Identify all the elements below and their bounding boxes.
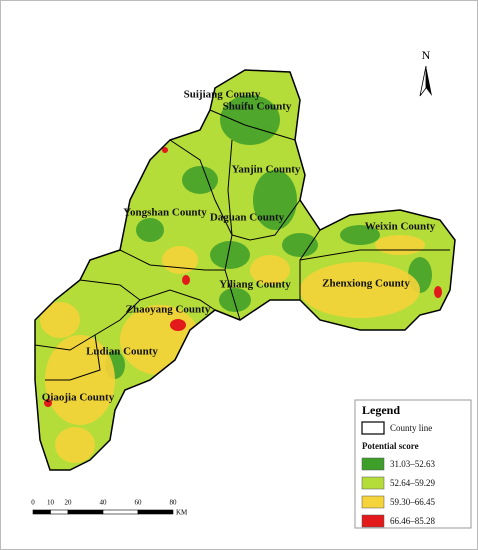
county-label: Yanjin County xyxy=(232,164,301,176)
scale-label: 80 xyxy=(170,499,178,507)
scale-unit: KM xyxy=(176,509,188,517)
legend-label: 59.30–66.45 xyxy=(390,497,436,507)
legend-label: 31.03–52.63 xyxy=(390,459,436,469)
legend-swatch xyxy=(361,495,385,509)
scale-label: 10 xyxy=(47,499,55,507)
scale-label: 60 xyxy=(135,499,143,507)
scale-segment xyxy=(32,509,51,515)
county-label: Zhenxiong County xyxy=(322,278,410,290)
legend-swatch xyxy=(361,457,385,471)
county-line-swatch xyxy=(361,421,385,435)
scale-segment xyxy=(102,509,139,515)
legend-label: 66.46–85.28 xyxy=(390,516,436,526)
scale-label: 0 xyxy=(31,499,35,507)
dark-patches xyxy=(105,95,432,379)
county-label: Qiaojia County xyxy=(42,392,115,404)
scale-segment xyxy=(50,509,69,515)
county-label: Suijiang County xyxy=(184,89,261,101)
county-label: Weixin County xyxy=(365,221,436,233)
county-label: Yiliang County xyxy=(219,279,291,291)
scale-segment xyxy=(67,509,104,515)
legend-title: Legend xyxy=(362,403,400,417)
legend-label: County line xyxy=(390,423,432,433)
legend-swatch xyxy=(361,476,385,490)
scale-label: 40 xyxy=(100,499,108,507)
county-label: Zhaoyang County xyxy=(126,304,211,316)
north-arrow: N xyxy=(419,48,432,97)
county-label: Daguan County xyxy=(210,212,285,224)
scale-bar: 0 10 20 40 60 80 KM xyxy=(31,499,188,517)
north-label: N xyxy=(422,48,431,62)
legend: Legend County line Potential score 31.03… xyxy=(354,399,472,529)
county-label: Shuifu County xyxy=(223,101,292,113)
county-label: Ludian County xyxy=(86,346,158,358)
legend-label: 52.64–59.29 xyxy=(390,478,436,488)
legend-subtitle: Potential score xyxy=(362,441,419,451)
county-lines xyxy=(34,109,450,381)
legend-swatch xyxy=(361,514,385,528)
scale-segment xyxy=(137,509,174,515)
county-label: Yongshan County xyxy=(123,207,207,219)
scale-label: 20 xyxy=(65,499,73,507)
